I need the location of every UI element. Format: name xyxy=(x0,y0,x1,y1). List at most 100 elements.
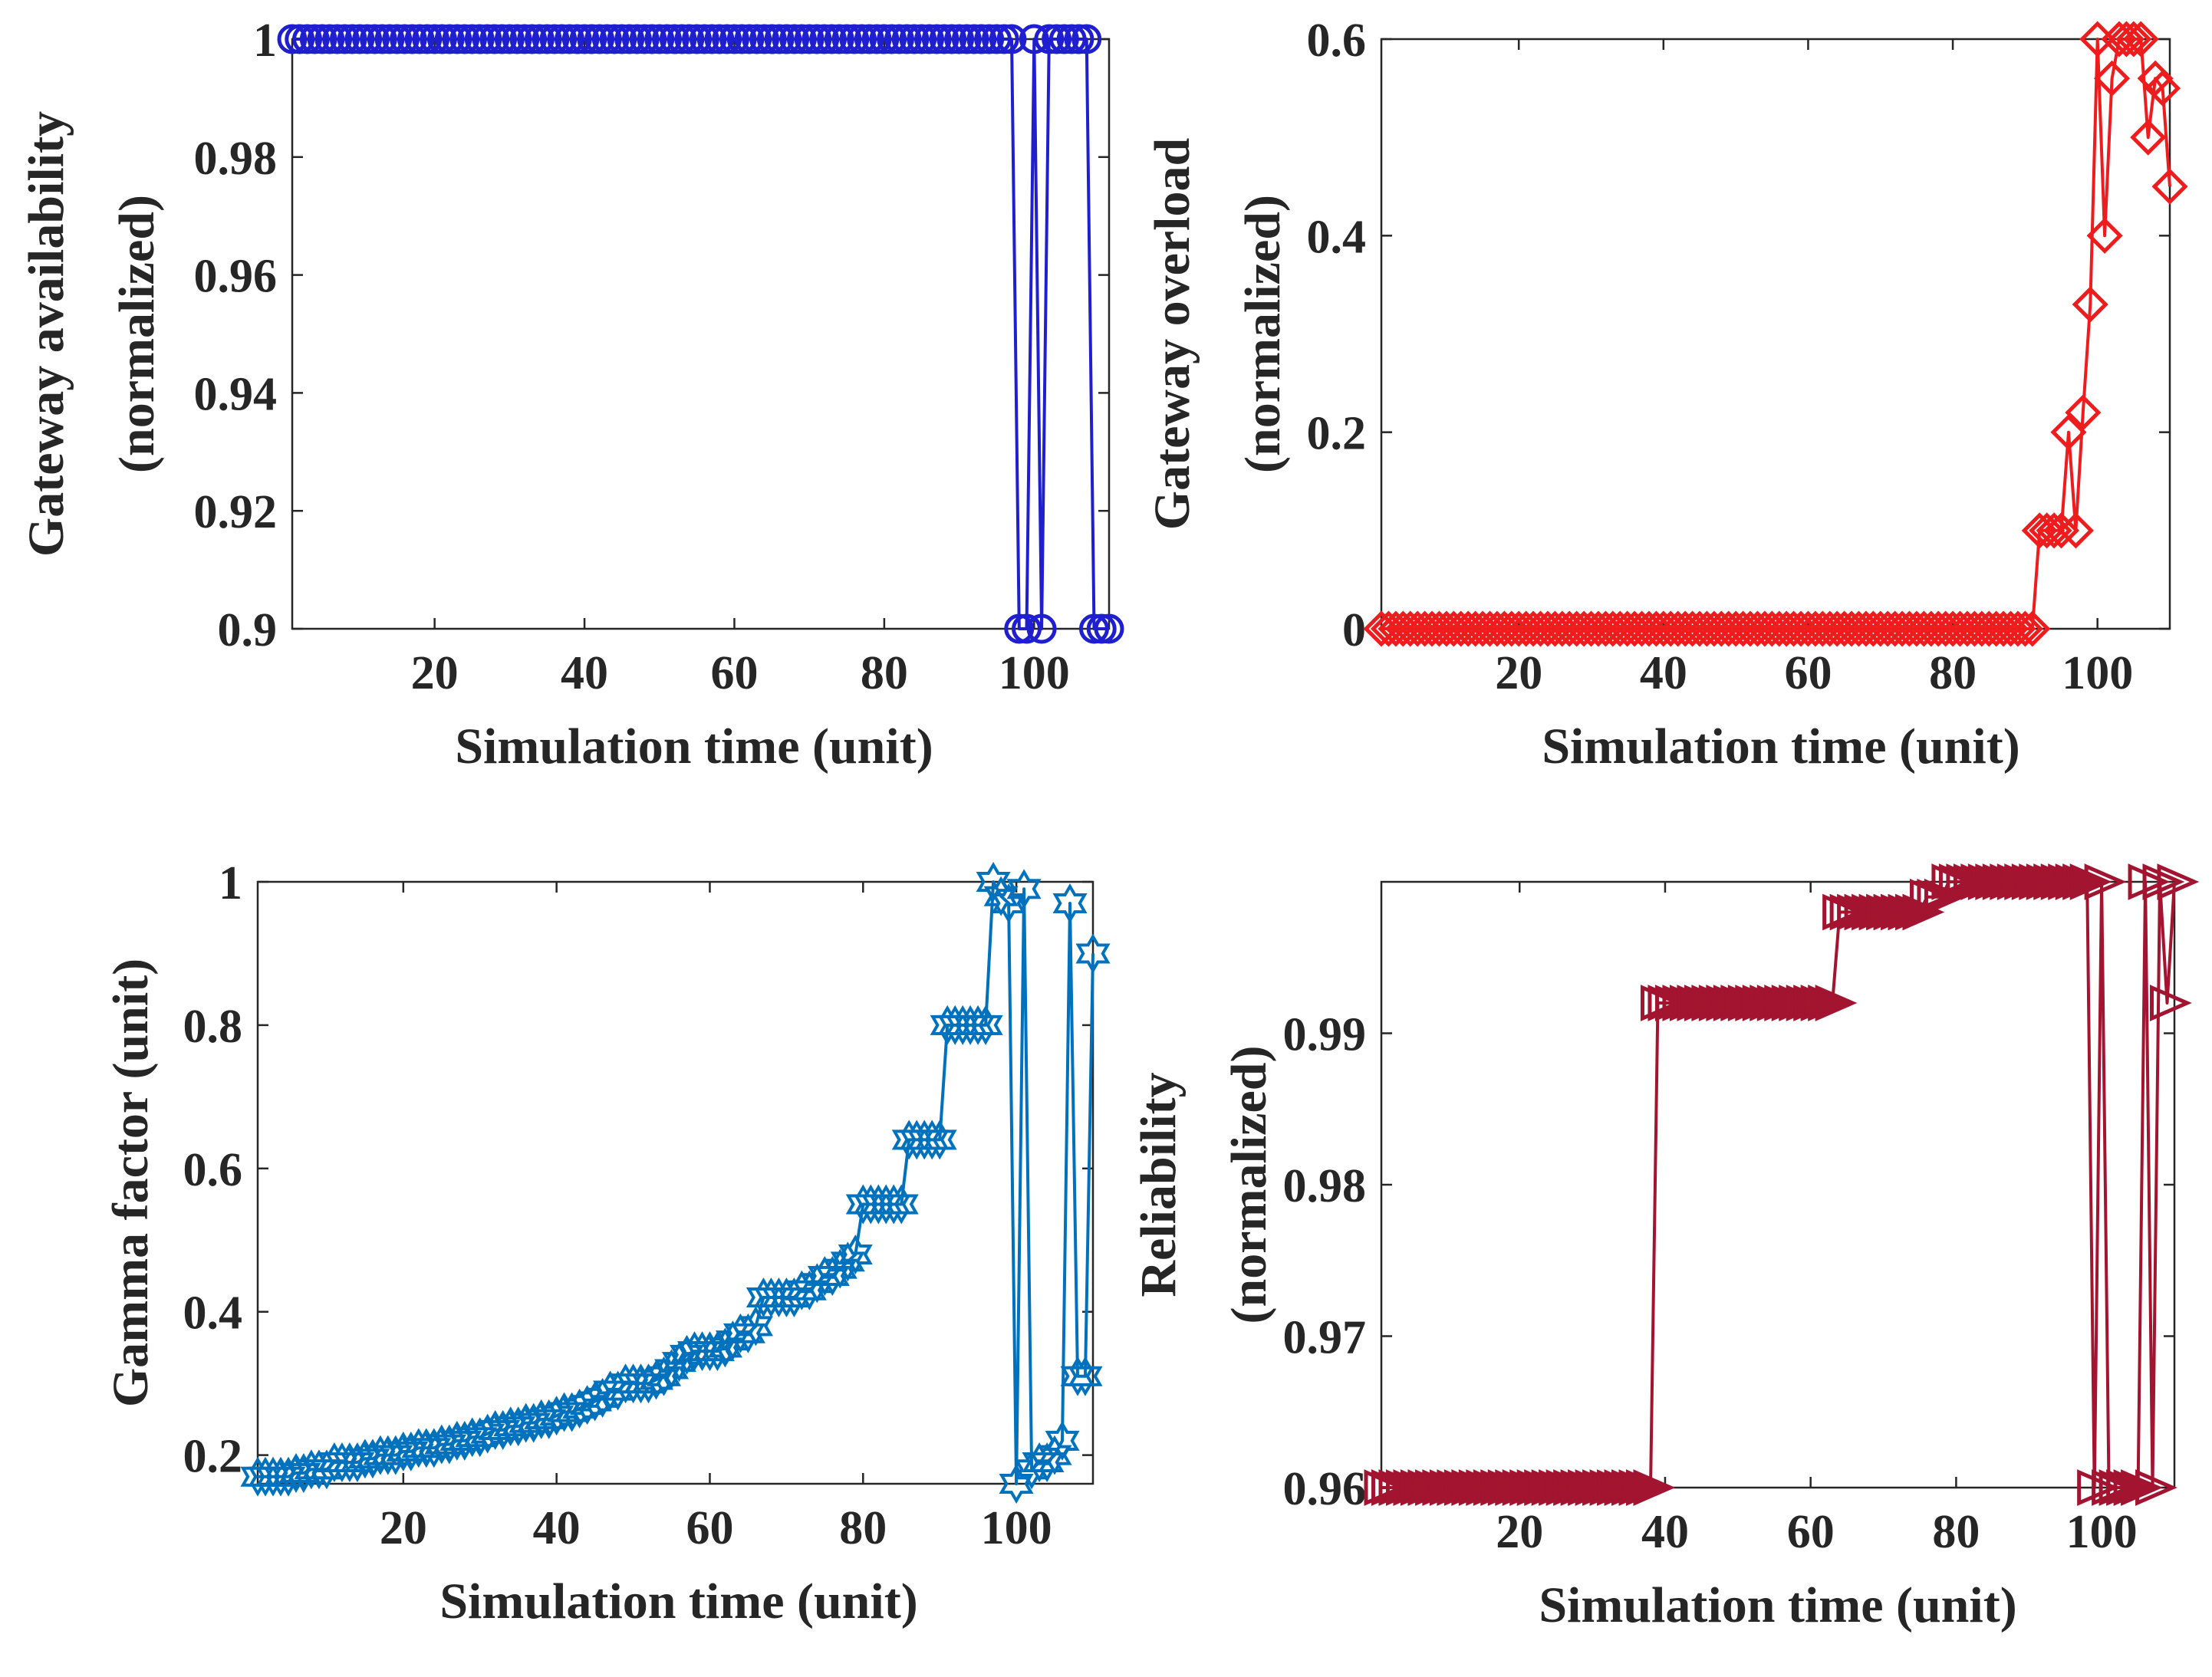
data-marker xyxy=(1045,1420,1080,1461)
data-marker xyxy=(285,24,315,54)
data-marker xyxy=(322,24,353,54)
data-marker xyxy=(1946,863,1989,900)
data-marker xyxy=(1094,613,1124,644)
data-marker xyxy=(1052,883,1088,923)
data-marker xyxy=(921,24,952,54)
data-marker xyxy=(1888,893,1931,931)
data-marker xyxy=(517,24,548,54)
data-marker xyxy=(907,24,937,54)
data-marker xyxy=(344,24,375,54)
data-marker xyxy=(1881,893,1923,931)
data-marker xyxy=(2151,168,2188,205)
data-marker xyxy=(959,24,989,54)
data-marker xyxy=(1808,985,1850,1021)
data-marker xyxy=(1967,863,2010,900)
data-marker xyxy=(1764,985,1807,1021)
data-marker xyxy=(607,24,637,54)
data-marker xyxy=(1771,985,1814,1021)
y-tick-label: 0.96 xyxy=(1283,1463,1367,1515)
data-marker xyxy=(1539,1469,1581,1506)
data-marker xyxy=(802,24,832,54)
data-marker xyxy=(378,1435,413,1475)
data-marker xyxy=(462,1417,498,1458)
axes-frame xyxy=(256,880,1094,1485)
data-marker xyxy=(1990,863,2033,900)
data-marker xyxy=(1647,985,1690,1021)
data-marker xyxy=(726,24,757,54)
data-marker xyxy=(442,24,472,54)
data-marker xyxy=(585,1377,620,1418)
data-marker xyxy=(1793,985,1835,1021)
data-marker xyxy=(707,1327,742,1368)
y-tick-label: 0.6 xyxy=(1307,15,1367,67)
data-marker xyxy=(1568,1469,1610,1506)
data-marker xyxy=(397,24,427,54)
y-tick-label: 0 xyxy=(1342,604,1366,656)
data-marker xyxy=(629,24,660,54)
data-marker xyxy=(1873,893,1916,931)
data-marker xyxy=(2113,1469,2156,1506)
data-marker xyxy=(393,1431,429,1471)
data-marker xyxy=(479,24,510,54)
data-marker xyxy=(779,24,810,54)
data-marker xyxy=(1677,985,1720,1021)
data-marker xyxy=(2069,863,2112,900)
data-marker xyxy=(432,1424,467,1465)
data-marker xyxy=(271,1456,306,1497)
data-marker xyxy=(816,24,847,54)
data-marker xyxy=(922,1120,957,1160)
x-tick-label: 40 xyxy=(533,1502,581,1554)
data-marker xyxy=(1075,933,1111,974)
x-axis-label: Simulation time (unit) xyxy=(455,718,933,774)
axes-frame xyxy=(1380,880,2176,1489)
data-marker xyxy=(1531,1469,1574,1506)
data-marker xyxy=(1858,893,1901,931)
x-axis-label: Simulation time (unit) xyxy=(1542,718,2019,774)
data-marker xyxy=(367,24,397,54)
data-marker xyxy=(1064,24,1094,54)
data-marker xyxy=(914,24,945,54)
data-marker xyxy=(501,1406,536,1447)
data-marker xyxy=(502,24,532,54)
data-marker xyxy=(2042,512,2080,549)
data-marker xyxy=(2077,1469,2119,1506)
data-marker xyxy=(352,24,383,54)
data-marker xyxy=(464,24,495,54)
series-markers xyxy=(1363,21,2188,647)
data-marker xyxy=(794,24,825,54)
data-marker xyxy=(2086,217,2123,254)
data-marker xyxy=(696,24,727,54)
data-marker xyxy=(337,24,367,54)
x-axis-label: Simulation time (unit) xyxy=(439,1573,917,1629)
data-marker xyxy=(1048,24,1079,54)
data-marker xyxy=(1822,893,1865,931)
data-marker xyxy=(1953,863,1996,900)
data-marker xyxy=(1524,1469,1566,1506)
data-marker xyxy=(1750,985,1792,1021)
data-marker xyxy=(847,24,877,54)
data-marker xyxy=(1917,878,1960,916)
data-marker xyxy=(689,24,719,54)
data-marker xyxy=(390,24,420,54)
data-marker xyxy=(1975,863,2018,900)
data-marker xyxy=(661,1342,696,1383)
data-marker xyxy=(2062,863,2105,900)
y-tick-label: 1 xyxy=(219,857,242,909)
data-marker xyxy=(1006,869,1042,909)
subplot-2: 20 40 60 80 100 0 0.2 0.4 0.6 Simulation time (un… xyxy=(1144,15,2188,774)
data-marker xyxy=(569,24,600,54)
data-marker xyxy=(621,24,652,54)
subplot-1: 20 40 60 80 100 0.9 0.92 0.94 0.96 0.98 1 Simulatio… xyxy=(18,15,1124,774)
data-marker xyxy=(1502,1469,1545,1506)
y-tick-label: 0.9 xyxy=(218,604,278,656)
x-tick-label: 100 xyxy=(2066,1506,2138,1558)
data-marker xyxy=(487,24,518,54)
data-marker xyxy=(2033,863,2076,900)
data-marker xyxy=(1545,1469,1588,1506)
data-marker xyxy=(1924,878,1967,916)
data-marker xyxy=(1560,1469,1603,1506)
data-marker xyxy=(899,24,930,54)
data-marker xyxy=(2004,863,2047,900)
y-tick-label: 0.8 xyxy=(183,1001,243,1053)
data-marker xyxy=(989,24,1019,54)
